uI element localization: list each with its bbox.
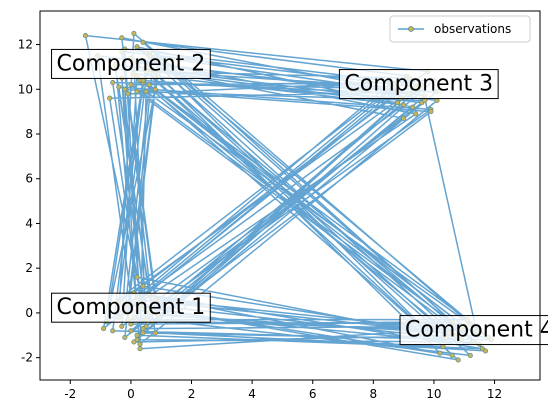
plot-frame (39, 10, 541, 381)
y-tick-label: 2 (25, 261, 33, 275)
x-tick-label: 2 (188, 387, 196, 401)
data-point (128, 328, 134, 334)
data-point (125, 91, 131, 97)
x-tick-label: -2 (64, 387, 76, 401)
data-point (482, 348, 489, 354)
x-tick-label: 6 (309, 387, 317, 401)
x-tick-label: 8 (370, 387, 378, 401)
legend-marker (408, 26, 414, 32)
x-tick-label: 4 (248, 387, 256, 401)
data-point (428, 109, 434, 115)
component-annotation: Component 2 (51, 48, 211, 79)
data-point (401, 102, 407, 108)
data-point (134, 44, 140, 50)
data-point (128, 82, 134, 88)
data-point (116, 84, 122, 90)
series-line (84, 32, 493, 361)
data-point (122, 334, 128, 341)
data-point (140, 39, 146, 45)
data-point (82, 33, 89, 39)
y-axis: -2 0 2 4 6 8 10 12 (18, 38, 40, 365)
component-annotation: Component 1 (51, 292, 211, 323)
data-point (110, 80, 116, 86)
x-tick-label: 10 (426, 387, 441, 401)
data-point (413, 111, 419, 117)
x-axis: -2 0 2 4 6 8 10 12 (64, 380, 502, 401)
annotation-label: Component 1 (57, 295, 206, 320)
data-point (395, 100, 401, 106)
x-tick-label: 12 (487, 387, 502, 401)
annotation-box (338, 69, 499, 100)
legend-box (389, 15, 531, 43)
annotation-box (51, 48, 211, 79)
y-tick-label: 0 (25, 306, 33, 320)
legend-label: observations (434, 22, 511, 36)
y-tick-label: 4 (25, 216, 33, 230)
data-point (140, 330, 146, 336)
data-point (101, 326, 107, 332)
data-point (134, 88, 140, 95)
data-point (467, 352, 473, 358)
component-annotation: Component 3 (338, 69, 499, 100)
data-point (131, 30, 137, 36)
data-point (137, 341, 143, 347)
annotation-label: Component 2 (57, 51, 206, 76)
data-point (140, 283, 146, 289)
y-tick-label: 8 (25, 127, 33, 141)
data-point (137, 346, 143, 352)
y-tick-label: 12 (18, 38, 33, 52)
y-tick-label: 10 (18, 82, 33, 96)
annotation-box (51, 292, 211, 323)
y-tick-label: 6 (25, 172, 33, 186)
data-point (410, 104, 416, 110)
annotation-layer: Component 1 Component 2 Component 3 Compone… (51, 48, 548, 346)
data-point (449, 352, 455, 358)
annotation-label: Component 4 (405, 318, 548, 343)
data-point (146, 82, 152, 88)
data-point (119, 323, 125, 329)
y-tick-label: -2 (21, 351, 33, 365)
data-point (152, 330, 158, 336)
annotation-box (399, 315, 548, 346)
data-point (107, 95, 113, 101)
data-point (131, 339, 137, 345)
data-point (140, 326, 146, 332)
data-point (401, 115, 407, 121)
data-point (134, 274, 140, 280)
data-point (455, 357, 461, 363)
legend: observations (389, 15, 531, 43)
data-point (134, 332, 140, 338)
data-point (143, 88, 149, 95)
annotation-label: Component 3 (344, 72, 493, 97)
data-point (110, 328, 116, 334)
data-point (437, 350, 443, 356)
component-annotation: Component 4 (399, 315, 548, 346)
data-point (122, 86, 128, 92)
data-point (152, 86, 158, 92)
x-tick-label: 0 (127, 387, 135, 401)
data-point (119, 35, 125, 41)
